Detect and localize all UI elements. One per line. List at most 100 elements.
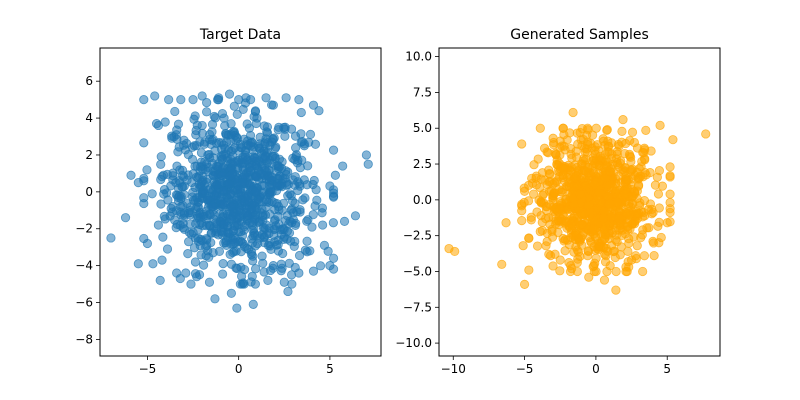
generated-samples-point — [568, 107, 578, 118]
generated-samples-point — [621, 209, 631, 219]
generated-samples-point — [609, 246, 619, 256]
generated-samples-point — [539, 143, 550, 153]
generated-samples-point — [560, 234, 571, 245]
target-data-point — [156, 151, 166, 162]
target-data-point — [296, 107, 306, 118]
generated-samples-point — [662, 218, 672, 228]
generated-samples-point — [635, 200, 645, 211]
target-data-point — [239, 221, 250, 232]
target-data-point — [202, 98, 212, 108]
target-data-point — [308, 100, 319, 110]
target-data-point — [172, 219, 182, 229]
target-data-point — [186, 229, 196, 239]
target-data-point — [231, 218, 242, 228]
generated-samples-point — [575, 127, 585, 138]
generated-samples-x-tick-label: −10 — [441, 362, 466, 376]
target-data-point — [210, 113, 220, 123]
target-data-point — [188, 187, 198, 197]
target-data-point — [195, 181, 206, 191]
target-data-point — [175, 165, 185, 175]
generated-samples-point — [618, 115, 628, 125]
target-data-point — [232, 303, 242, 313]
target-data-point — [265, 155, 275, 165]
target-data-point — [232, 195, 242, 205]
generated-samples-point — [637, 230, 647, 240]
target-data-point — [176, 209, 186, 220]
target-data-point — [302, 236, 312, 246]
target-data-point — [361, 150, 371, 160]
target-data-point — [290, 220, 300, 230]
target-data-point — [217, 170, 227, 181]
generated-samples-point — [560, 145, 570, 155]
target-data-point — [280, 174, 290, 184]
generated-samples-point — [551, 150, 561, 160]
target-data-point — [120, 213, 131, 223]
generated-samples-point — [605, 261, 615, 271]
target-data-point — [246, 249, 257, 260]
target-data-point — [238, 178, 248, 188]
generated-samples-point — [604, 166, 615, 176]
generated-samples-point — [583, 246, 594, 257]
generated-samples-point — [653, 221, 663, 231]
generated-samples-y-tick-label: 7.5 — [413, 85, 432, 99]
target-data-point — [199, 260, 209, 270]
target-data-point — [219, 219, 229, 229]
target-data-point — [290, 131, 301, 141]
generated-samples-y-ticks: −10.0 −7.5 −5.0 −2.5 0.0 2.5 5.0 7.5 10.0 — [395, 50, 439, 350]
target-data-point — [246, 277, 256, 287]
generated-samples-point — [668, 135, 678, 145]
generated-samples-y-tick-label: 0.0 — [413, 193, 432, 207]
target-data-point — [142, 165, 152, 175]
generated-samples-point — [599, 275, 610, 285]
target-data-point — [179, 172, 189, 182]
generated-samples-y-tick-label: 5.0 — [413, 121, 432, 135]
target-data-point — [312, 195, 322, 205]
generated-samples-point — [517, 199, 527, 209]
generated-samples-plot: Generated Samples −10 −5 0 5 −10.0−7.5−5.0−… — [395, 27, 721, 376]
target-data-point — [311, 185, 321, 195]
target-data-point — [157, 172, 167, 182]
generated-samples-point — [620, 229, 630, 239]
target-data-points — [106, 89, 373, 313]
target-data-point — [328, 218, 338, 228]
target-data-point — [139, 176, 149, 186]
generated-samples-y-tick-label: 2.5 — [413, 157, 432, 171]
target-data-y-tick-label: 6 — [85, 74, 93, 88]
target-data-point — [195, 240, 205, 251]
target-data-point — [305, 246, 315, 256]
target-data-point — [220, 121, 230, 131]
generated-samples-point — [614, 141, 624, 151]
target-data-point — [168, 171, 178, 181]
target-data-point — [339, 216, 350, 226]
target-data-point — [261, 220, 272, 230]
generated-samples-point — [542, 228, 552, 238]
target-data-point — [261, 93, 271, 103]
target-data-point — [248, 217, 258, 228]
generated-samples-point — [599, 234, 609, 244]
target-data-point — [330, 170, 340, 180]
target-data-point — [183, 150, 193, 160]
target-data-point — [255, 233, 265, 243]
generated-samples-x-ticks: −10 −5 0 5 — [441, 356, 671, 376]
target-data-point — [290, 236, 300, 247]
generated-samples-point — [614, 213, 624, 224]
generated-samples-point — [575, 220, 585, 230]
generated-samples-point — [543, 213, 554, 223]
target-data-y-ticks: −8 −6 −4 −2 0 2 4 6 — [75, 74, 100, 346]
target-data-point — [215, 178, 226, 188]
generated-samples-point — [585, 208, 596, 218]
target-data-point — [290, 262, 300, 273]
target-data-point — [192, 141, 202, 151]
generated-samples-point — [701, 129, 711, 139]
target-data-point — [281, 93, 291, 103]
target-data-point — [273, 211, 283, 221]
generated-samples-x-tick-label: 5 — [663, 362, 671, 376]
generated-samples-point — [517, 139, 527, 149]
generated-samples-point — [611, 230, 622, 240]
target-data-point — [294, 250, 305, 261]
target-data-point — [202, 159, 212, 169]
generated-samples-y-tick-label: −2.5 — [403, 229, 432, 243]
generated-samples-point — [665, 171, 675, 181]
generated-samples-point — [589, 261, 599, 271]
generated-samples-point — [590, 146, 600, 156]
